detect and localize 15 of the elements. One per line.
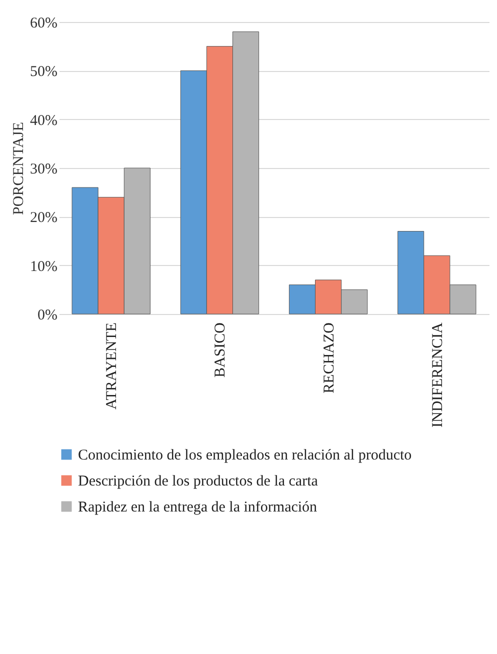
y-tick-label: 10%	[30, 258, 58, 275]
x-tick-label: ATRAYENTE	[104, 322, 120, 410]
x-tick-label: RECHAZO	[321, 322, 338, 394]
y-axis-title: PORCENTAJE	[11, 122, 28, 215]
y-tick-label: 40%	[30, 112, 58, 129]
y-tick-label: 30%	[30, 162, 58, 178]
legend-label: Conocimiento de los empleados en relación al producto	[78, 448, 412, 464]
y-tick-label: 50%	[30, 64, 58, 80]
y-tick-label: 0%	[38, 308, 58, 324]
x-tick-label: INDIFERENCIA	[430, 322, 446, 428]
x-tick-label: BASICO	[212, 322, 229, 378]
legend-label: Descripción de los productos de la carta	[78, 474, 318, 490]
y-tick-label: 20%	[30, 210, 58, 226]
y-tick-label: 60%	[30, 16, 58, 32]
legend-label: Rapidez en la entrega de la información	[78, 500, 318, 516]
